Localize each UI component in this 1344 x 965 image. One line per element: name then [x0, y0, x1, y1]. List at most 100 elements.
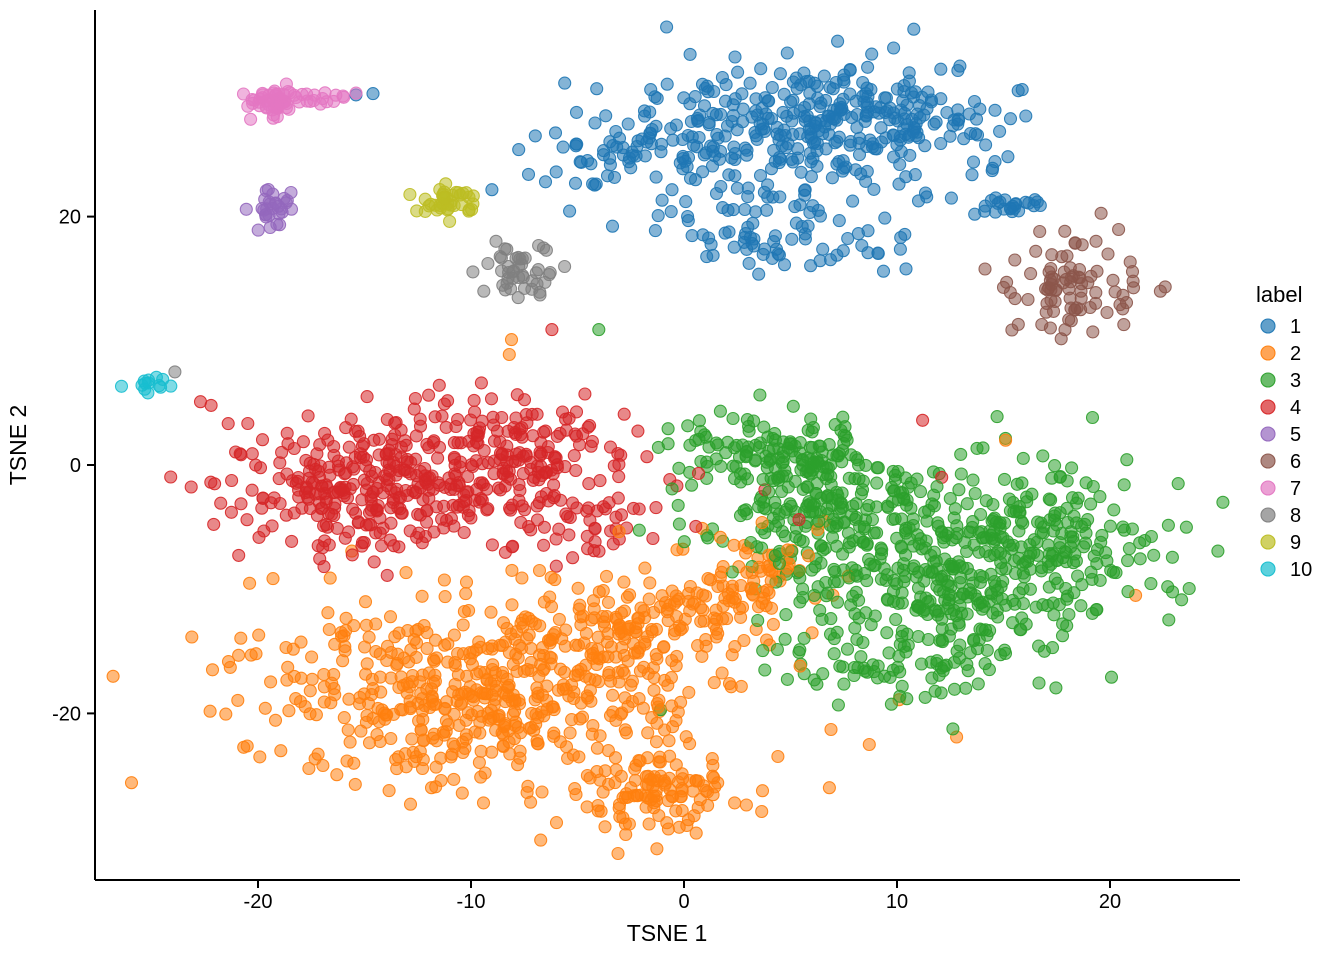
data-point [1016, 451, 1030, 465]
data-point [961, 525, 975, 539]
data-point [881, 593, 895, 607]
data-point [518, 503, 532, 517]
data-point [998, 643, 1012, 657]
data-point [461, 508, 475, 522]
data-point [897, 491, 911, 505]
data-point [768, 229, 782, 243]
data-point [1050, 553, 1064, 567]
data-point [870, 671, 885, 685]
data-point [696, 228, 710, 242]
data-point [860, 503, 874, 517]
legend-swatch [1260, 453, 1276, 469]
data-point [888, 468, 902, 482]
data-point [950, 519, 964, 533]
data-point [1007, 554, 1022, 568]
data-point [520, 631, 534, 646]
data-point [1008, 253, 1022, 267]
data-point [519, 449, 533, 463]
data-point [341, 723, 355, 737]
data-point [324, 696, 338, 710]
data-point [203, 704, 217, 718]
data-point [785, 232, 799, 246]
data-point [648, 90, 662, 104]
data-point [837, 75, 851, 89]
data-point [296, 435, 310, 449]
data-point [338, 467, 352, 481]
data-point [224, 505, 238, 519]
data-point [208, 477, 222, 491]
data-point [876, 264, 891, 278]
data-point [234, 631, 248, 645]
data-point [998, 516, 1012, 530]
legend-swatch [1260, 345, 1276, 361]
data-point [954, 467, 968, 481]
data-point [715, 612, 730, 626]
data-point [360, 390, 374, 404]
data-point [683, 438, 697, 452]
data-point [683, 47, 697, 61]
data-point [824, 458, 838, 472]
data-point [265, 519, 279, 533]
data-point [428, 410, 442, 424]
data-point [447, 628, 461, 642]
data-point [1158, 280, 1172, 294]
data-point [967, 94, 982, 109]
data-point [805, 441, 819, 455]
data-point [305, 672, 319, 686]
data-point [240, 739, 254, 753]
data-point [588, 116, 602, 130]
data-point [234, 448, 248, 462]
data-point [537, 538, 551, 552]
data-point [524, 523, 538, 537]
data-point [728, 50, 742, 64]
data-point [811, 91, 825, 105]
legend-entry: 8 [1260, 505, 1301, 527]
data-point [489, 234, 503, 248]
data-point [908, 168, 922, 182]
data-point [609, 610, 623, 624]
data-point [467, 393, 481, 407]
data-point [959, 681, 973, 695]
data-point [994, 579, 1008, 594]
data-point [755, 804, 769, 819]
data-point [415, 761, 430, 776]
data-point [573, 598, 587, 612]
data-point [457, 604, 471, 619]
data-point [965, 168, 979, 182]
data-point [940, 105, 954, 120]
data-point [762, 485, 776, 499]
data-point [751, 613, 765, 628]
data-point [972, 545, 986, 559]
data-point [114, 379, 129, 393]
data-point [1032, 676, 1046, 690]
data-point [649, 735, 664, 749]
data-point [704, 237, 718, 251]
data-point [1012, 524, 1026, 538]
data-point [287, 441, 301, 456]
data-point [550, 461, 564, 475]
data-point [437, 573, 451, 587]
data-point [738, 141, 752, 155]
data-point [348, 777, 362, 791]
data-point [1060, 474, 1074, 488]
data-point [722, 676, 737, 691]
data-point [459, 575, 474, 589]
data-point [570, 501, 584, 515]
data-point [399, 438, 413, 452]
data-point [249, 458, 263, 472]
data-point [502, 347, 516, 362]
data-point [824, 722, 838, 737]
data-point [664, 205, 678, 219]
data-point [753, 388, 767, 402]
data-point [530, 407, 544, 421]
data-point [562, 528, 576, 542]
data-point [713, 404, 727, 418]
data-point [585, 727, 599, 741]
data-point [749, 129, 763, 143]
data-point [934, 62, 948, 76]
data-point [1103, 519, 1117, 533]
data-point [655, 193, 669, 207]
data-point [691, 113, 705, 127]
data-point [543, 590, 557, 604]
data-point [847, 668, 861, 683]
